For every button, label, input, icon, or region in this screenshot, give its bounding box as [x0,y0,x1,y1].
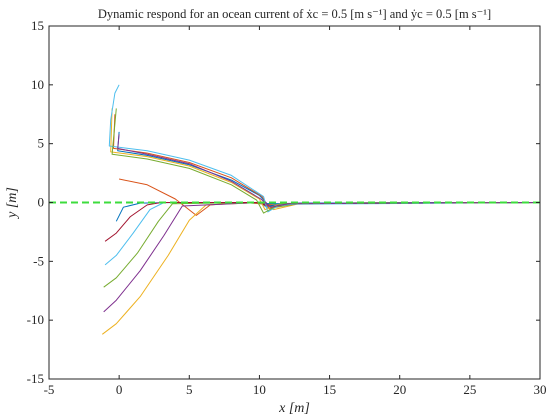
x-tick-label: 20 [393,382,406,397]
series-layer [101,84,541,335]
series-line-13 [117,134,541,208]
y-tick-label: 15 [31,18,44,33]
x-tick-label: 5 [186,382,193,397]
x-tick-label: 0 [116,382,123,397]
y-tick-label: -5 [33,253,44,268]
y-tick-label: -10 [27,312,44,327]
chart-title: Dynamic respond for an ocean current of … [98,7,491,21]
x-tick-label: 10 [253,382,266,397]
series-line-11 [108,84,541,213]
series-line-10 [110,108,541,211]
x-tick-label: 15 [323,382,336,397]
y-tick-label: 10 [31,77,44,92]
x-tick-label: 30 [534,382,547,397]
y-tick-label: -15 [27,371,44,386]
plot-frame [48,25,541,380]
series-line-3 [101,202,541,335]
x-axis-label: x [m] [278,401,310,416]
series-line-5 [103,202,541,288]
x-tick-label: -5 [44,382,55,397]
y-tick-label: 0 [38,195,45,210]
y-tick-label: 5 [38,136,45,151]
y-axis-label: y [m] [5,187,20,220]
ticks-layer: -5 0 5 10 15 20 25 30 -15 -10 -5 0 5 10 15 [27,18,547,397]
x-tick-label: 25 [463,382,476,397]
